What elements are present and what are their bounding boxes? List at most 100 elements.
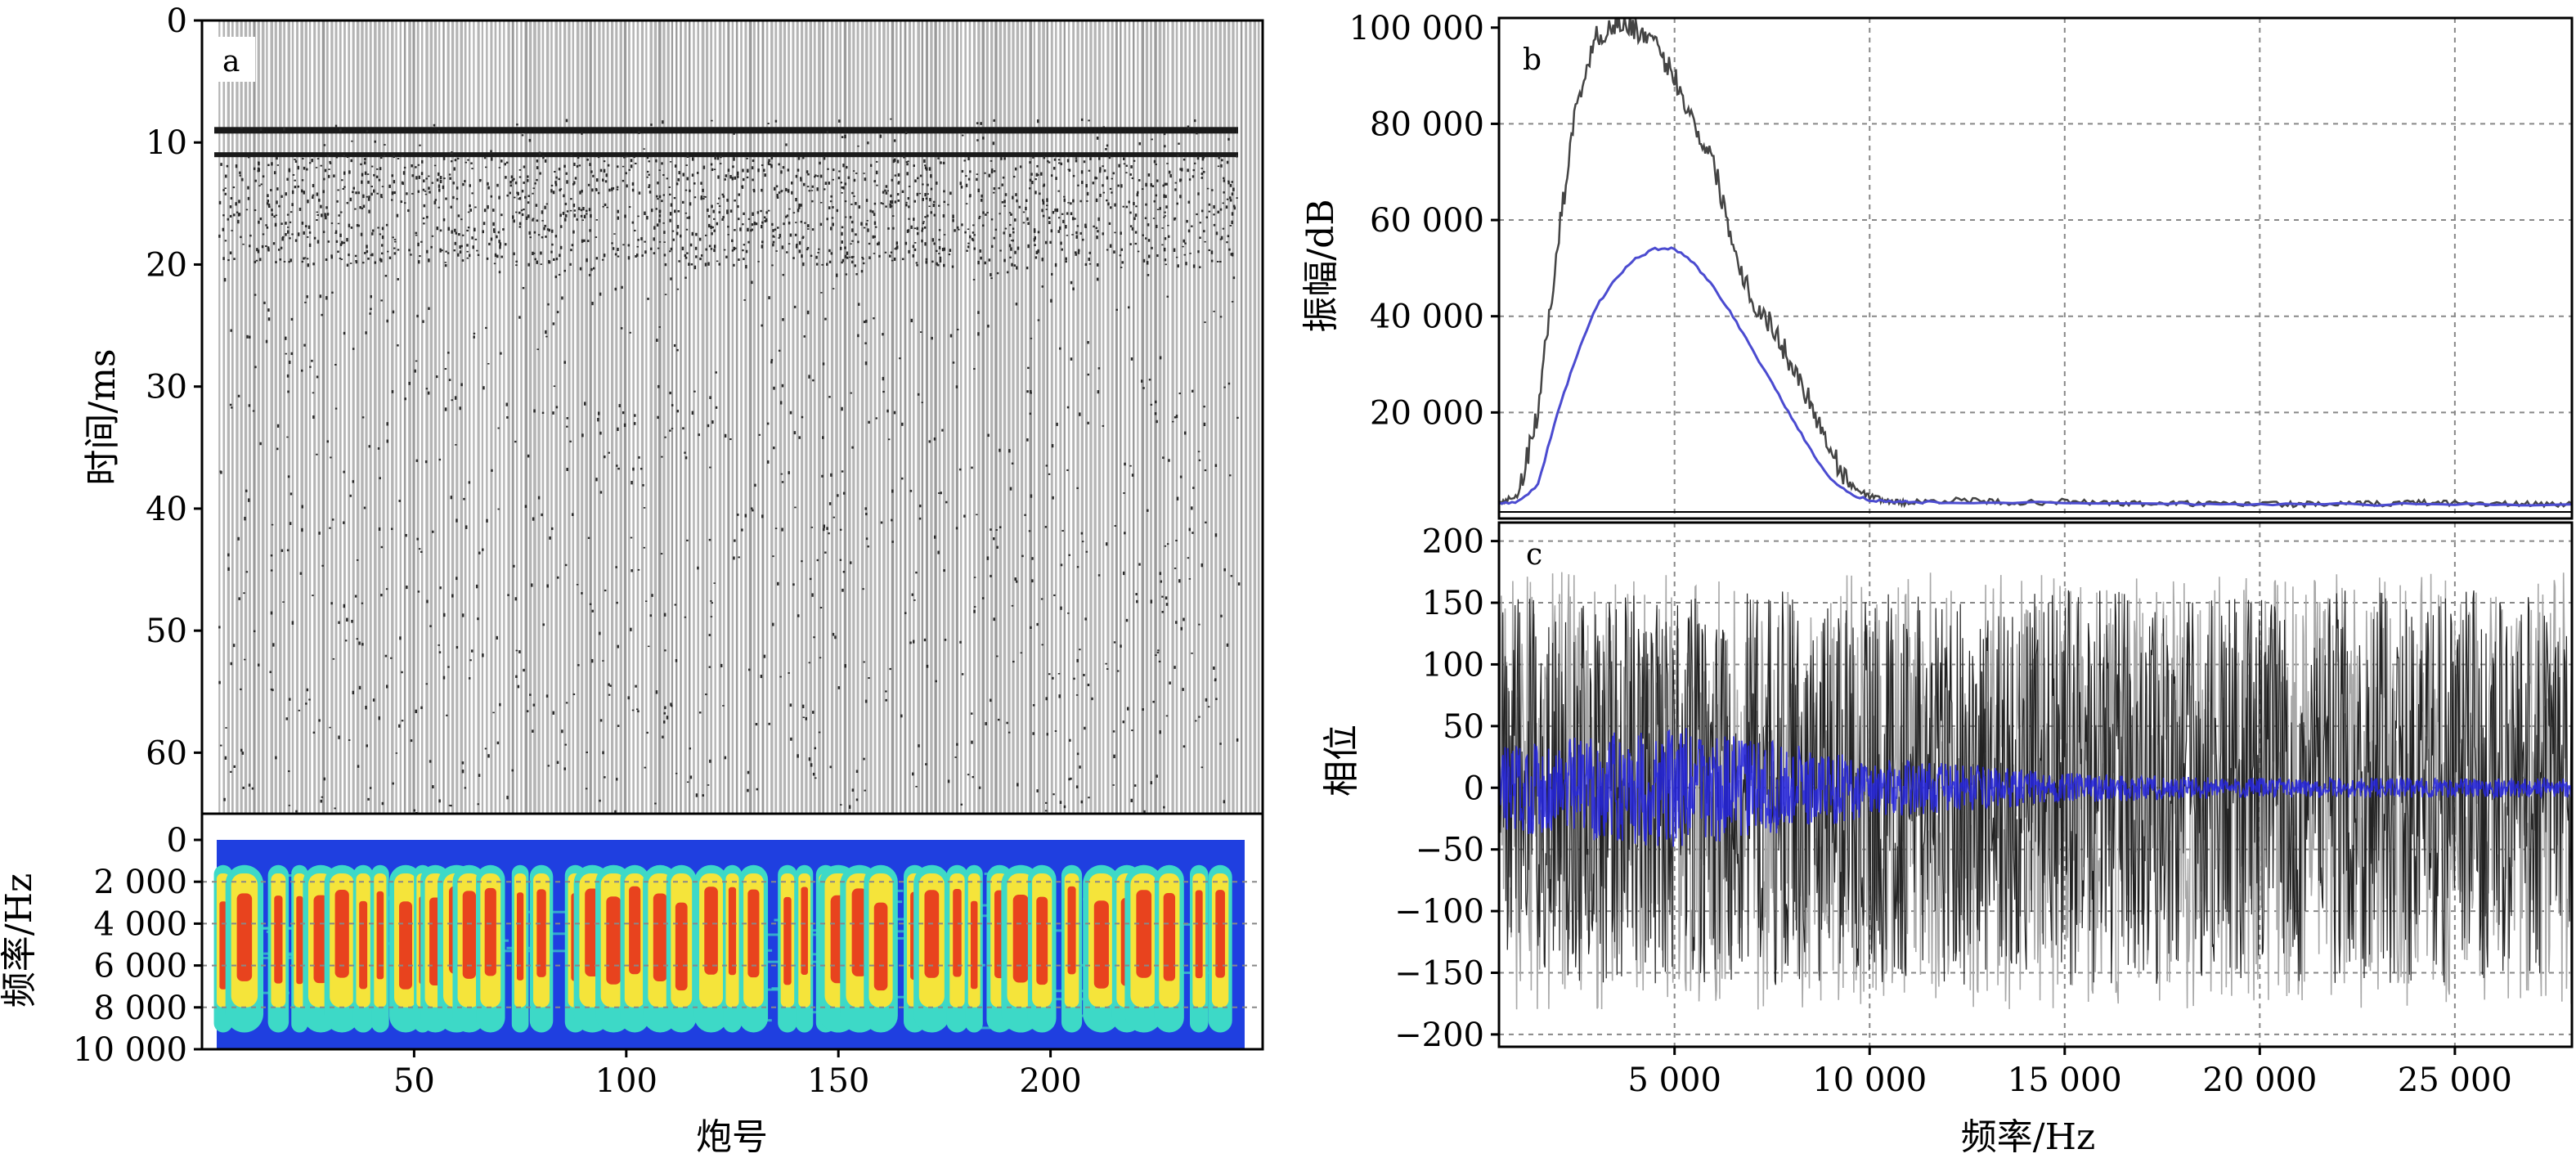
- trace-speck: [943, 200, 946, 204]
- trace-speck: [664, 706, 666, 710]
- spectrum-red-column: [313, 895, 329, 984]
- trace-speck: [855, 233, 857, 236]
- trace-speck: [924, 192, 927, 197]
- trace-speck: [1010, 247, 1012, 251]
- trace-speck: [821, 263, 824, 266]
- trace-speck: [414, 369, 416, 373]
- trace-speck: [873, 180, 877, 182]
- trace-speck: [716, 222, 719, 226]
- trace: [999, 20, 1003, 814]
- trace: [938, 20, 941, 814]
- trace-speck: [417, 590, 420, 593]
- trace-speck: [1161, 244, 1164, 246]
- trace-speck: [1088, 797, 1090, 799]
- trace-speck: [301, 221, 304, 225]
- trace-speck: [466, 250, 469, 253]
- trace-speck: [918, 517, 922, 520]
- trace-speck: [443, 177, 446, 180]
- trace-speck: [646, 731, 648, 734]
- trace-speck: [725, 174, 728, 177]
- trace-speck: [991, 245, 994, 248]
- trace-speck: [573, 209, 577, 212]
- trace: [473, 20, 475, 814]
- trace-speck: [521, 190, 524, 193]
- trace-speck: [778, 163, 780, 166]
- trace-speck: [617, 216, 620, 220]
- trace-speck: [653, 237, 656, 241]
- trace-speck: [702, 165, 706, 169]
- trace-speck: [288, 261, 290, 263]
- trace-speck: [1106, 144, 1109, 147]
- trace-speck: [627, 256, 631, 260]
- spectrum-red-column: [462, 891, 476, 979]
- trace-speck: [391, 191, 394, 195]
- trace-speck: [248, 245, 251, 248]
- trace-speck: [1176, 202, 1178, 205]
- trace-speck: [373, 189, 375, 193]
- trace-speck: [231, 230, 233, 231]
- trace-speck: [1187, 125, 1190, 129]
- trace-speck: [1008, 731, 1011, 734]
- trace-speck: [1097, 263, 1099, 267]
- trace-speck: [542, 623, 545, 626]
- trace-speck: [266, 202, 269, 205]
- trace-speck: [1126, 707, 1129, 711]
- trace-speck: [818, 731, 821, 734]
- trace-speck: [607, 164, 610, 167]
- trace-speck: [795, 222, 797, 223]
- trace-speck: [330, 602, 333, 605]
- trace-speck: [1236, 416, 1239, 420]
- trace-speck: [1164, 211, 1166, 213]
- trace-speck: [1095, 227, 1098, 230]
- trace: [253, 20, 256, 814]
- trace: [830, 20, 834, 814]
- trace-speck: [586, 240, 590, 243]
- trace: [653, 20, 657, 814]
- trace-speck: [573, 213, 576, 218]
- trace-speck: [1163, 133, 1166, 136]
- trace-speck: [676, 225, 680, 229]
- reflection-event: [214, 152, 1238, 158]
- trace-speck: [278, 204, 280, 208]
- trace: [334, 20, 338, 814]
- trace: [240, 20, 243, 814]
- trace-speck: [505, 402, 509, 406]
- trace-speck: [541, 513, 543, 517]
- trace-speck: [1097, 574, 1101, 577]
- trace-speck: [780, 170, 783, 174]
- trace-speck: [913, 227, 917, 230]
- trace-speck: [686, 177, 689, 181]
- trace-speck: [572, 203, 576, 208]
- trace-speck: [853, 195, 855, 197]
- trace-speck: [247, 186, 249, 190]
- trace-speck: [826, 218, 828, 220]
- trace-speck: [524, 195, 527, 199]
- trace-speck: [1032, 156, 1034, 159]
- trace-speck: [617, 644, 619, 649]
- trace-speck: [1059, 801, 1062, 804]
- trace-speck: [1230, 575, 1233, 577]
- trace-speck: [875, 170, 878, 175]
- trace-speck: [874, 226, 877, 228]
- trace-speck: [839, 246, 842, 250]
- trace-speck: [967, 177, 971, 181]
- trace-speck: [889, 200, 892, 204]
- trace-speck: [527, 454, 530, 458]
- trace-speck: [1199, 236, 1201, 240]
- trace: [1085, 20, 1088, 814]
- trace: [666, 20, 670, 814]
- trace-speck: [1214, 680, 1217, 682]
- trace-speck: [617, 725, 620, 727]
- trace-speck: [267, 246, 270, 250]
- trace-speck: [1200, 209, 1204, 213]
- trace-speck: [577, 156, 580, 159]
- trace-speck: [428, 258, 430, 263]
- trace-speck: [686, 539, 689, 541]
- panel-a-spectrum-frame: [200, 812, 1264, 1051]
- trace-speck: [1120, 644, 1122, 648]
- trace-speck: [471, 168, 473, 170]
- trace-speck: [564, 218, 567, 222]
- trace-speck: [552, 411, 554, 415]
- trace-speck: [471, 192, 473, 195]
- trace-speck: [417, 242, 420, 247]
